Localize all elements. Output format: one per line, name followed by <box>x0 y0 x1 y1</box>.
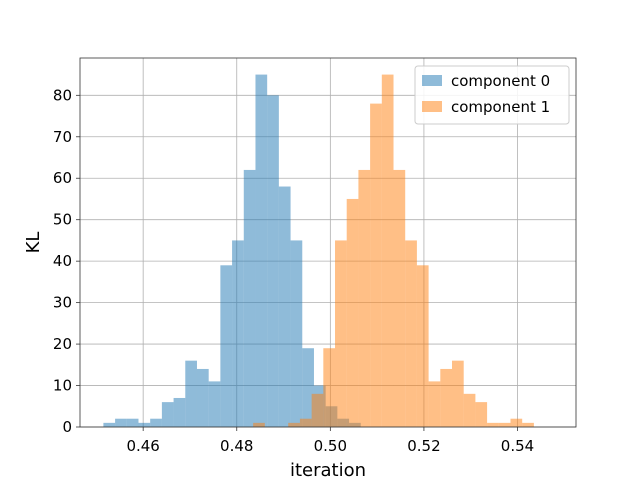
bar-series-0 <box>173 397 186 427</box>
legend-label: component 0 <box>451 72 550 90</box>
bar-series-1 <box>393 169 406 427</box>
y-tick-label: 10 <box>53 377 72 395</box>
bar-series-1 <box>452 360 464 427</box>
bar-series-0 <box>243 169 256 427</box>
bar-series-0 <box>115 418 127 427</box>
bar-series-1 <box>288 422 300 427</box>
bar-series-0 <box>126 418 139 427</box>
bar-series-1 <box>346 198 359 427</box>
y-tick-label: 80 <box>53 86 72 104</box>
bar-series-1 <box>311 393 324 427</box>
bar-series-0 <box>138 422 151 427</box>
bar-series-0 <box>220 265 233 427</box>
x-tick-label: 0.52 <box>407 437 440 455</box>
bar-series-1 <box>522 422 534 427</box>
bar-series-1 <box>487 422 499 427</box>
bar-series-1 <box>463 393 476 427</box>
y-tick-label: 40 <box>53 252 72 270</box>
bar-series-1 <box>498 422 511 427</box>
y-tick-label: 30 <box>53 294 72 312</box>
y-tick-label: 70 <box>53 128 72 146</box>
bar-series-1 <box>370 103 382 427</box>
y-tick-label: 20 <box>53 335 72 353</box>
x-tick-label: 0.50 <box>314 437 347 455</box>
bar-series-0 <box>196 368 209 427</box>
bar-series-1 <box>405 240 417 427</box>
legend-swatch <box>422 101 442 112</box>
legend-label: component 1 <box>451 98 550 116</box>
y-tick-label: 60 <box>53 169 72 187</box>
bar-series-0 <box>208 381 221 427</box>
bar-series-1 <box>381 74 394 428</box>
bar-series-1 <box>510 418 523 427</box>
bar-series-1 <box>475 402 488 427</box>
y-tick-label: 50 <box>53 211 72 229</box>
bar-series-1 <box>253 422 265 427</box>
bar-series-0 <box>255 74 268 428</box>
bar-series-1 <box>416 265 429 427</box>
bar-series-0 <box>290 240 303 427</box>
plot-frame <box>79 57 577 428</box>
bar-series-0 <box>185 360 197 427</box>
bar-series-0 <box>232 240 244 427</box>
axis-ticks: 0.46 0.48 0.50 0.52 0.54 0 10 20 30 40 50 60 70 80 <box>53 86 534 455</box>
bar-series-1 <box>335 240 347 427</box>
legend-swatch <box>422 75 442 86</box>
bar-series-0 <box>161 402 174 427</box>
bar-series-0 <box>278 186 291 427</box>
x-tick-label: 0.46 <box>126 437 159 455</box>
x-axis-label: iteration <box>290 460 366 480</box>
x-tick-label: 0.54 <box>501 437 534 455</box>
bar-series-0 <box>150 418 162 427</box>
bar-series-1 <box>358 169 371 427</box>
legend: component 0 component 1 <box>414 65 570 125</box>
x-tick-label: 0.48 <box>220 437 253 455</box>
y-axis-label: KL <box>23 232 44 254</box>
bar-series-1 <box>440 368 452 427</box>
legend-box <box>414 65 570 125</box>
bar-series-0 <box>103 422 116 427</box>
bar-series-1 <box>428 381 441 427</box>
bars <box>103 74 534 428</box>
bar-series-1 <box>323 348 336 427</box>
bar-series-1 <box>299 418 312 427</box>
bar-series-0 <box>302 348 314 427</box>
bar-series-0 <box>267 95 279 427</box>
y-tick-label: 0 <box>62 418 72 436</box>
